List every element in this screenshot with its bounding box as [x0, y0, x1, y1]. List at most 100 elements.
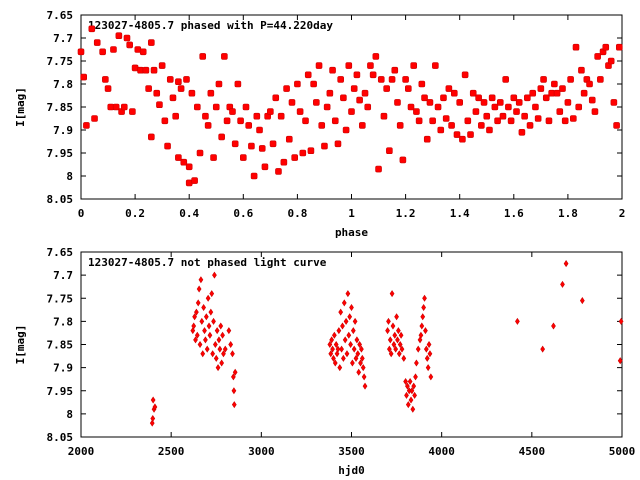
data-point	[472, 108, 480, 115]
top-xtick-label: 1.4	[450, 207, 470, 220]
data-point	[391, 66, 399, 74]
top-ytick-label: 7.7	[53, 32, 73, 45]
data-point	[388, 350, 394, 358]
data-point	[396, 327, 401, 335]
top-xtick-label: 1.2	[396, 207, 416, 220]
data-point	[359, 122, 366, 129]
data-point	[610, 99, 618, 106]
data-point	[427, 350, 433, 358]
data-point	[425, 364, 431, 372]
data-point	[459, 135, 466, 143]
data-point	[294, 80, 301, 88]
data-point	[575, 103, 583, 111]
bottom-chart-title: 123027-4805.7 not phased light curve	[88, 256, 327, 269]
data-point	[230, 350, 235, 358]
data-point	[352, 317, 358, 325]
top-xtick-label: 0.6	[233, 207, 253, 220]
data-point	[387, 336, 393, 344]
data-point	[332, 359, 338, 367]
data-point	[196, 149, 204, 157]
data-point	[196, 285, 202, 293]
data-point	[218, 133, 225, 141]
bottom-ytick-label: 7.8	[53, 315, 73, 328]
data-point	[410, 62, 418, 69]
bottom-ytick-label: 7.9	[53, 362, 73, 375]
data-point	[372, 53, 380, 60]
data-point	[564, 99, 572, 106]
bottom-ytick-label: 7.95	[47, 385, 74, 398]
data-point	[161, 117, 169, 125]
data-point	[210, 154, 217, 161]
data-point	[310, 80, 317, 88]
data-point	[426, 99, 434, 106]
bottom-xtick-label: 2500	[158, 445, 185, 458]
data-point	[212, 271, 217, 279]
data-point	[93, 39, 101, 46]
data-point	[386, 147, 393, 154]
data-point	[491, 103, 499, 111]
data-point	[353, 354, 359, 362]
data-point	[380, 112, 388, 120]
data-point	[499, 112, 507, 120]
data-point	[348, 108, 355, 115]
data-point	[149, 419, 155, 427]
data-point	[112, 103, 120, 111]
data-point	[183, 76, 190, 83]
data-point	[615, 43, 623, 51]
data-point	[334, 140, 342, 148]
data-point	[423, 135, 431, 143]
data-point	[347, 313, 353, 321]
data-point	[304, 71, 312, 79]
bottom-ytick-label: 7.65	[47, 246, 74, 259]
bottom-xtick-label: 3500	[338, 445, 365, 458]
data-point	[521, 112, 528, 120]
data-point	[369, 71, 377, 79]
data-point	[191, 322, 197, 330]
bottom-ytick-label: 7.7	[53, 269, 73, 282]
data-point	[218, 322, 224, 330]
data-point	[356, 96, 363, 104]
data-point	[175, 154, 182, 161]
data-point	[588, 96, 596, 104]
data-point	[351, 345, 357, 353]
data-point	[195, 299, 201, 307]
data-point	[338, 308, 344, 316]
data-point	[467, 131, 474, 138]
data-point	[240, 154, 247, 161]
data-point	[542, 94, 550, 102]
data-point	[405, 382, 410, 390]
data-point	[483, 112, 491, 120]
data-point	[448, 122, 455, 129]
data-point	[404, 391, 409, 399]
data-point	[367, 62, 374, 69]
data-point	[513, 108, 520, 115]
data-point	[440, 94, 447, 102]
data-point	[210, 350, 216, 358]
data-point	[88, 25, 96, 33]
data-point	[409, 387, 415, 395]
data-point	[202, 112, 209, 120]
data-point	[464, 117, 472, 125]
data-point	[526, 122, 534, 129]
bottom-x-axis-title: hjd0	[338, 464, 365, 477]
data-point	[548, 89, 555, 97]
data-point	[280, 158, 288, 166]
data-point	[315, 62, 323, 69]
data-point	[115, 32, 123, 40]
data-point	[194, 331, 200, 339]
data-point	[570, 115, 577, 122]
data-point	[387, 345, 392, 353]
data-point	[223, 117, 231, 125]
data-point	[166, 76, 174, 83]
data-point	[201, 303, 206, 312]
data-point	[515, 99, 523, 106]
data-point	[283, 85, 290, 92]
data-point	[361, 373, 367, 381]
data-point	[331, 354, 336, 362]
data-point	[350, 85, 358, 92]
data-point	[207, 331, 213, 339]
data-point	[456, 99, 464, 106]
data-point	[560, 280, 565, 288]
data-point	[221, 350, 226, 358]
data-point	[333, 340, 339, 349]
